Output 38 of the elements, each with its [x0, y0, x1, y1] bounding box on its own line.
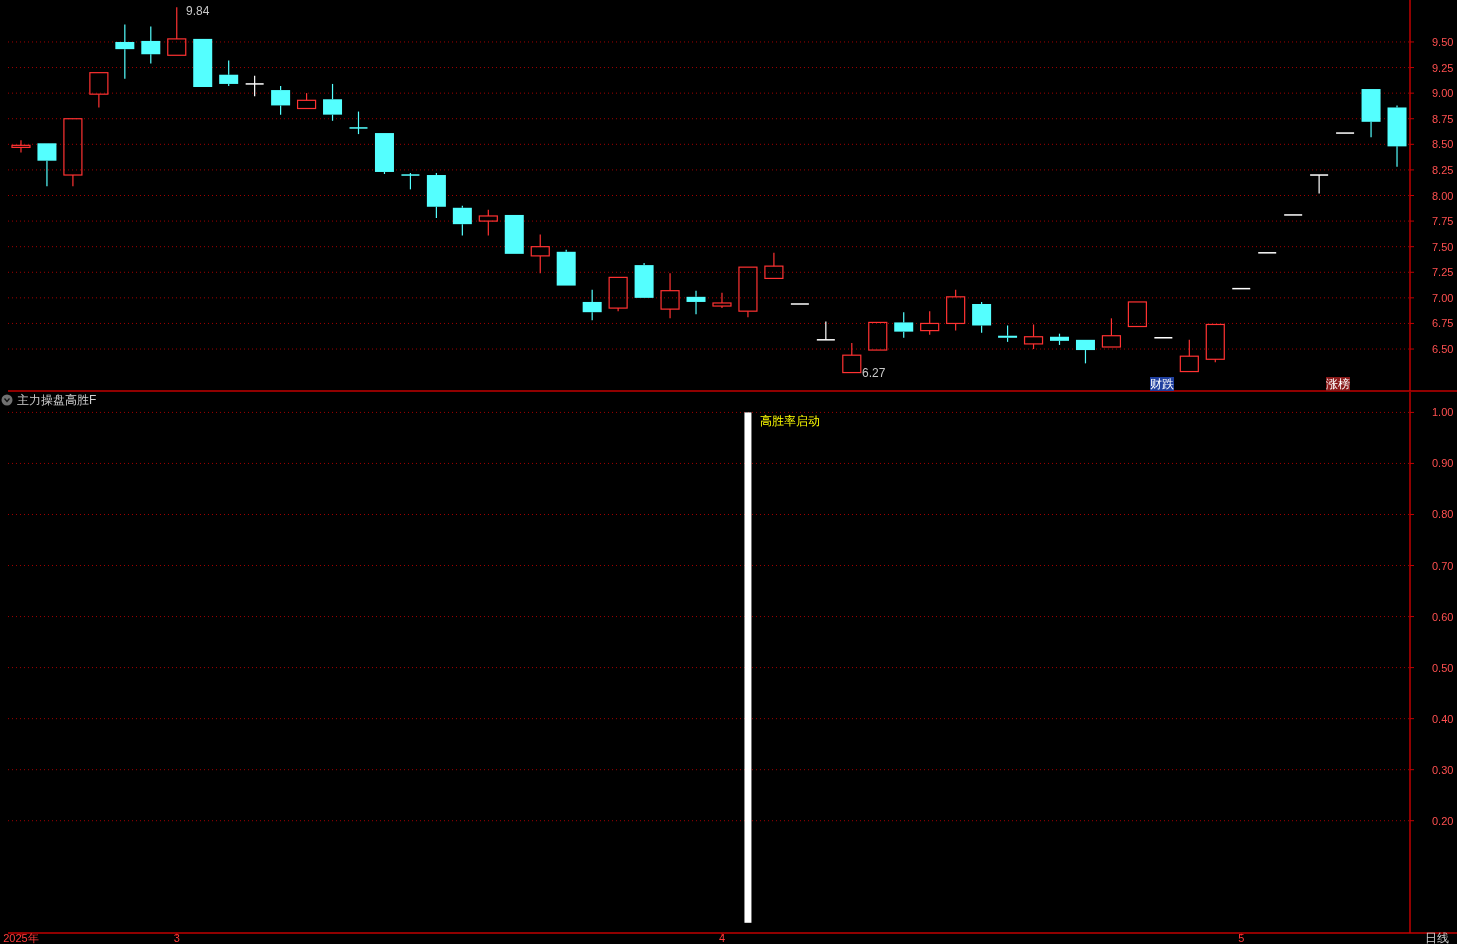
y-tick-label: 8.00 [1432, 189, 1454, 202]
y-tick-label: 0.30 [1432, 763, 1454, 776]
y-tick-label: 6.50 [1432, 343, 1454, 356]
y-tick-label: 0.70 [1432, 559, 1454, 572]
y-tick-label: 9.00 [1432, 87, 1454, 100]
candlestick [686, 290, 706, 315]
y-tick-label: 0.50 [1432, 661, 1454, 674]
annotation: 9.84 [186, 4, 210, 18]
y-tick-label: 9.25 [1432, 61, 1454, 74]
y-tick-label: 9.50 [1432, 35, 1454, 48]
y-tick-label: 7.50 [1432, 240, 1454, 253]
chart-title: 主力操盘高胜F [17, 393, 97, 407]
y-tick-label: 6.75 [1432, 317, 1454, 330]
y-tick-label: 0.20 [1432, 814, 1454, 827]
y-tick-label: 0.90 [1432, 457, 1454, 470]
candlestick [712, 292, 732, 309]
annotation: 6.27 [862, 366, 886, 380]
y-tick-label: 8.75 [1432, 112, 1454, 125]
candlestick [660, 272, 680, 319]
y-tick-label: 8.50 [1432, 138, 1454, 151]
candlestick [11, 139, 31, 154]
y-tick-label: 7.25 [1432, 266, 1454, 279]
x-tick-label: 3 [173, 932, 180, 944]
x-tick-label: 2025年 [3, 932, 39, 944]
y-tick-label: 0.40 [1432, 712, 1454, 725]
x-tick-label: 4 [718, 932, 726, 944]
y-tick-label: 7.75 [1432, 215, 1454, 228]
y-tick-label: 0.80 [1432, 508, 1454, 521]
x-tick-label: 5 [1238, 932, 1245, 944]
annotation: 涨榜 [1326, 377, 1350, 391]
text: 日线 [1425, 931, 1449, 944]
annotation: 财跌 [1150, 377, 1174, 391]
candlestick [1387, 104, 1407, 168]
y-tick-label: 8.25 [1432, 163, 1454, 176]
y-tick-label: 0.60 [1432, 610, 1454, 623]
y-tick-label: 7.00 [1432, 291, 1454, 304]
y-tick-label: 1.00 [1432, 406, 1454, 419]
annotation: 高胜率启动 [760, 414, 820, 428]
